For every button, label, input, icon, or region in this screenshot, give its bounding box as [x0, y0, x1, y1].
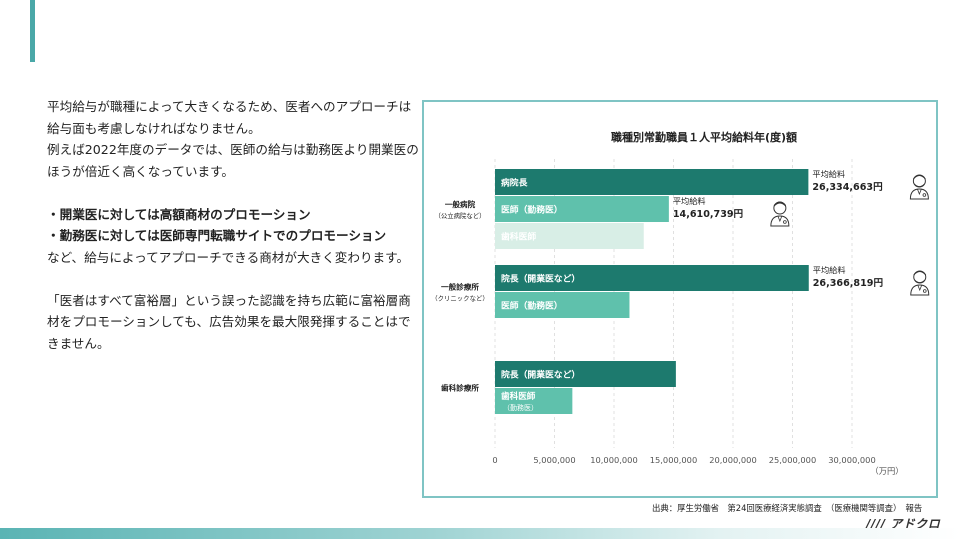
bar-label: 医師（勤務医） — [501, 204, 563, 216]
bar-label: 歯科医師 — [501, 231, 536, 243]
salary-chart: 職種別常勤職員１人平均給料年(度)額 0 5,000,000 10,000,000 1… — [422, 100, 938, 498]
description-text: 平均給与が職種によって大きくなるため、医者へのアプローチは給与面も考慮しなければ… — [47, 96, 419, 354]
bar — [495, 361, 676, 387]
group-label: 一般病院 — [445, 199, 476, 209]
bar-label: 医師（勤務医） — [501, 300, 563, 312]
x-tick-label: 10,000,000 — [590, 455, 638, 465]
paragraph-2: 例えば2022年度のデータでは、医師の給与は勤務医より開業医のほうが倍近く高くな… — [47, 142, 419, 179]
annotation-value: 26,334,663円 — [812, 182, 882, 193]
x-tick-label: 20,000,000 — [709, 455, 757, 465]
bar — [495, 388, 573, 414]
bar — [495, 223, 644, 249]
adcro-logo: //// アドクロ — [866, 517, 941, 531]
x-tick-label: 5,000,000 — [533, 455, 575, 465]
paragraph-3: など、給与によってアプローチできる商材が大きく変わります。 — [47, 249, 410, 265]
bar-label: 病院長 — [501, 177, 528, 189]
bar — [495, 196, 669, 222]
annotation-value: 14,610,739円 — [673, 209, 743, 220]
x-tick-label: 30,000,000 — [828, 455, 876, 465]
bar-sublabel: （勤務医） — [503, 403, 538, 412]
bar — [495, 292, 630, 318]
source-note: 出典：厚生労働省 第24回医療経済実態調査 （医療機関等調査） 報告 — [652, 503, 923, 513]
bar — [495, 265, 809, 291]
bottom-band — [0, 528, 960, 539]
group-sublabel: （公立病院など） — [434, 211, 485, 220]
group-sublabel: （クリニックなど） — [431, 295, 489, 303]
annotation-label: 平均給料 — [673, 196, 706, 206]
header-accent-bar — [30, 0, 35, 62]
x-axis-unit: （万円） — [870, 466, 903, 476]
paragraph-4: 「医者はすべて富裕層」という誤った認識を持ち広範に富裕層商材をプロモーションして… — [47, 292, 411, 351]
bullet-1: ・開業医に対しては高額商材のプロモーション — [47, 206, 311, 222]
annotation-label: 平均給料 — [813, 265, 846, 275]
bullet-2: ・勤務医に対しては医師専門転職サイトでのプロモーション — [47, 228, 387, 243]
x-tick-label: 15,000,000 — [650, 455, 698, 465]
annotation-value: 26,366,819円 — [813, 278, 883, 289]
chart-title: 職種別常勤職員１人平均給料年(度)額 — [611, 130, 797, 144]
annotation-label: 平均給料 — [812, 169, 845, 179]
bar-label: 院長（開業医など） — [501, 273, 580, 285]
group-label: 歯科診療所 — [441, 383, 479, 393]
doctor-icon — [770, 201, 790, 227]
paragraph-1: 平均給与が職種によって大きくなるため、医者へのアプローチは給与面も考慮しなければ… — [47, 99, 412, 136]
x-tick-label: 0 — [492, 455, 497, 465]
bar — [495, 169, 809, 195]
salary-chart-svg: 職種別常勤職員１人平均給料年(度)額 0 5,000,000 10,000,000 1… — [431, 130, 930, 476]
senior-doctor-icon — [910, 270, 930, 296]
bar-label: 院長（開業医など） — [501, 369, 580, 381]
bar-label: 歯科医師 — [501, 390, 536, 402]
senior-doctor-icon — [909, 174, 929, 200]
group-label: 一般診療所 — [441, 282, 479, 292]
x-tick-label: 25,000,000 — [769, 455, 817, 465]
